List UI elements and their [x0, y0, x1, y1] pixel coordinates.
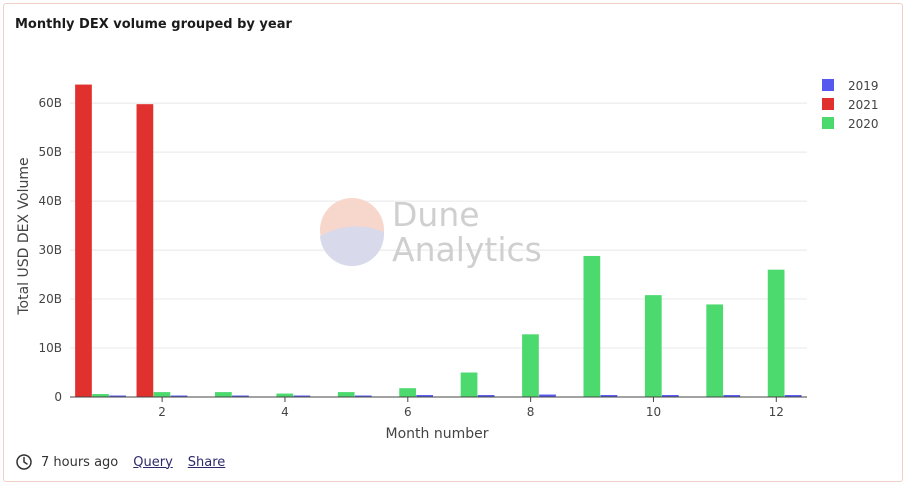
bar-2021-month-2[interactable]	[136, 104, 154, 397]
x-tick-label: 8	[527, 405, 535, 419]
query-link[interactable]: Query	[133, 454, 173, 470]
y-tick-label: 0	[54, 390, 62, 404]
bar-2020-month-3[interactable]	[215, 392, 232, 397]
x-tick-label: 10	[646, 405, 661, 419]
legend-swatch-2020[interactable]	[822, 117, 834, 129]
x-axis-title: Month number	[386, 426, 489, 442]
bar-2020-month-9[interactable]	[583, 255, 601, 397]
y-tick-label: 20B	[38, 292, 62, 306]
bar-2020-month-6[interactable]	[399, 388, 416, 397]
legend-label-2021[interactable]: 2021	[848, 98, 879, 112]
clock-icon	[16, 454, 32, 470]
watermark: Dune Analytics	[320, 195, 542, 269]
y-axis-title: Total USD DEX Volume	[16, 157, 32, 315]
x-tick-label: 2	[158, 405, 166, 419]
y-tick-label: 50B	[38, 145, 62, 159]
axes: 0 10B 20B 30B 40B 50B 60B 2 4 6 8 10 12	[38, 96, 807, 419]
grid-lines	[70, 102, 807, 349]
y-tick-label: 10B	[38, 341, 62, 355]
bar-2019-month-11[interactable]	[723, 395, 741, 397]
bar-2019-month-6[interactable]	[416, 395, 434, 397]
chart-title: Monthly DEX volume grouped by year	[15, 17, 292, 32]
watermark-logo-lower	[320, 226, 385, 267]
bar-2019-month-9[interactable]	[600, 395, 618, 397]
bar-2020-month-4[interactable]	[276, 393, 294, 397]
bar-2019-month-2[interactable]	[170, 395, 188, 397]
legend: 2019 2021 2020	[822, 79, 879, 131]
watermark-line2: Analytics	[392, 230, 542, 269]
bar-2020-month-7[interactable]	[460, 372, 478, 397]
bar-2020-month-12[interactable]	[767, 269, 785, 397]
updated-time: 7 hours ago	[41, 454, 119, 470]
bar-2019-month-8[interactable]	[539, 394, 556, 397]
x-tick-label: 12	[769, 405, 784, 419]
bar-2020-month-10[interactable]	[644, 295, 662, 397]
bar-2019-month-12[interactable]	[784, 395, 802, 397]
bar-2020-month-11[interactable]	[706, 304, 724, 397]
legend-label-2019[interactable]: 2019	[848, 79, 879, 93]
bar-2021-month-1[interactable]	[75, 84, 92, 397]
bar-2019-month-4[interactable]	[293, 395, 311, 397]
bar-2020-month-1[interactable]	[92, 394, 109, 397]
y-tick-label: 40B	[38, 194, 62, 208]
legend-swatch-2021[interactable]	[822, 98, 834, 110]
bar-2019-month-5[interactable]	[354, 395, 372, 397]
bars	[75, 84, 802, 397]
bar-2019-month-10[interactable]	[661, 395, 679, 397]
x-tick-label: 6	[404, 405, 412, 419]
legend-swatch-2019[interactable]	[822, 79, 834, 91]
watermark-line1: Dune	[392, 195, 480, 234]
bar-2020-month-8[interactable]	[522, 334, 539, 397]
footer: 7 hours ago Query Share	[15, 452, 240, 472]
bar-2020-month-2[interactable]	[153, 392, 171, 397]
bar-2019-month-3[interactable]	[232, 395, 249, 397]
bar-2019-month-1[interactable]	[109, 395, 126, 397]
bar-2019-month-7[interactable]	[477, 395, 495, 397]
chart-card: Monthly DEX volume grouped by year Dune …	[3, 3, 903, 482]
bar-2020-month-5[interactable]	[337, 392, 355, 397]
x-tick-label: 4	[281, 405, 289, 419]
bar-chart: Dune Analytics 0 10B 20B 30B 40B 50B 60B 2 4 6 8 10…	[16, 79, 879, 442]
share-link[interactable]: Share	[187, 454, 226, 470]
y-tick-label: 60B	[38, 96, 62, 110]
legend-label-2020[interactable]: 2020	[848, 117, 879, 131]
y-tick-label: 30B	[38, 243, 62, 257]
